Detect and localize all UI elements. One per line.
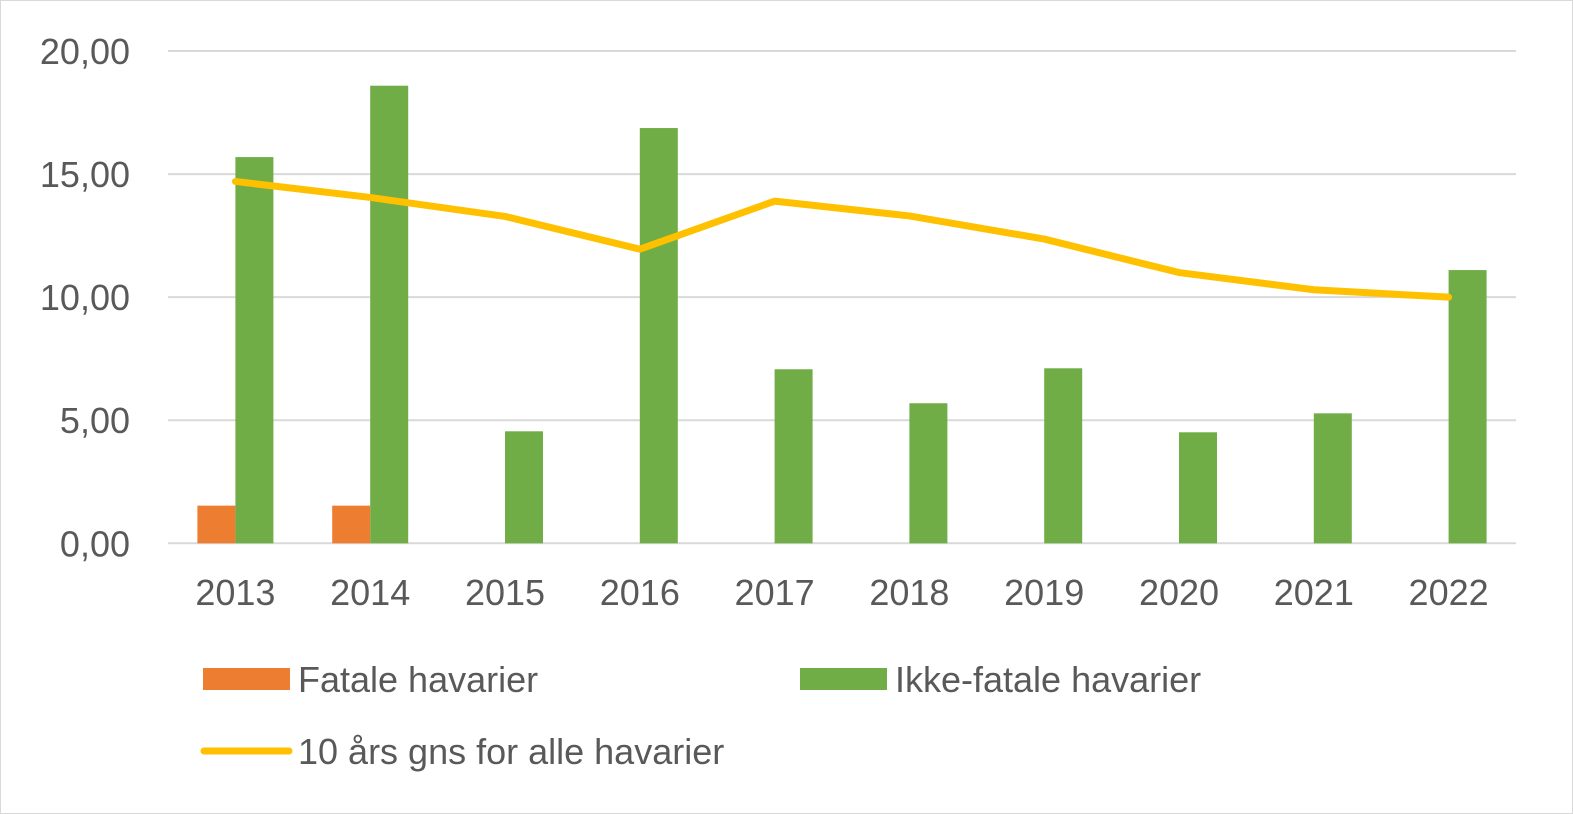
bar-fatale bbox=[332, 505, 371, 544]
x-tick-label: 2021 bbox=[1274, 572, 1354, 613]
x-tick-label: 2015 bbox=[465, 572, 545, 613]
bar-ikke-fatale bbox=[774, 369, 813, 544]
bar-ikke-fatale bbox=[370, 85, 409, 544]
bar-ikke-fatale bbox=[235, 157, 274, 544]
bar-ikke-fatale bbox=[505, 431, 543, 544]
legend-label: 10 års gns for alle havarier bbox=[298, 731, 724, 772]
bar-ikke-fatale bbox=[909, 403, 948, 544]
x-tick-label: 2016 bbox=[600, 572, 680, 613]
legend-swatch-ikke-fatale bbox=[800, 668, 887, 690]
x-tick-label: 2013 bbox=[195, 572, 275, 613]
bar-ikke-fatale bbox=[1448, 270, 1487, 544]
x-tick-label: 2014 bbox=[330, 572, 410, 613]
bar-ikke-fatale bbox=[1313, 413, 1352, 544]
bar-ikke-fatale bbox=[639, 128, 678, 544]
y-tick-label: 20,00 bbox=[40, 31, 130, 72]
legend-swatch-fatale bbox=[203, 668, 290, 690]
y-tick-label: 10,00 bbox=[40, 277, 130, 318]
bar-ikke-fatale bbox=[1179, 432, 1217, 544]
bar-ikke-fatale bbox=[1044, 368, 1083, 544]
y-tick-label: 15,00 bbox=[40, 154, 130, 195]
x-tick-label: 2019 bbox=[1004, 572, 1084, 613]
x-tick-label: 2018 bbox=[869, 572, 949, 613]
legend-label: Fatale havarier bbox=[298, 659, 538, 700]
bar-fatale bbox=[197, 505, 236, 544]
x-tick-label: 2022 bbox=[1409, 572, 1489, 613]
y-tick-label: 5,00 bbox=[60, 400, 130, 441]
x-tick-label: 2017 bbox=[735, 572, 815, 613]
x-tick-label: 2020 bbox=[1139, 572, 1219, 613]
legend-label: Ikke-fatale havarier bbox=[895, 659, 1201, 700]
y-tick-label: 0,00 bbox=[60, 523, 130, 564]
line-10-year-average bbox=[231, 177, 1453, 301]
